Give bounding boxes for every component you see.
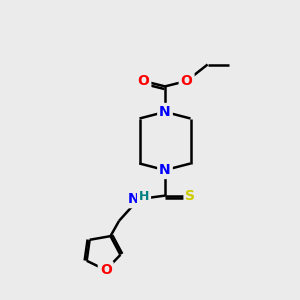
- Text: O: O: [181, 74, 193, 88]
- Text: S: S: [185, 189, 196, 202]
- Text: N: N: [159, 163, 171, 177]
- Text: N: N: [159, 105, 171, 119]
- Text: N: N: [128, 192, 139, 206]
- Text: H: H: [139, 190, 149, 203]
- Text: O: O: [137, 74, 149, 88]
- Text: O: O: [100, 263, 112, 277]
